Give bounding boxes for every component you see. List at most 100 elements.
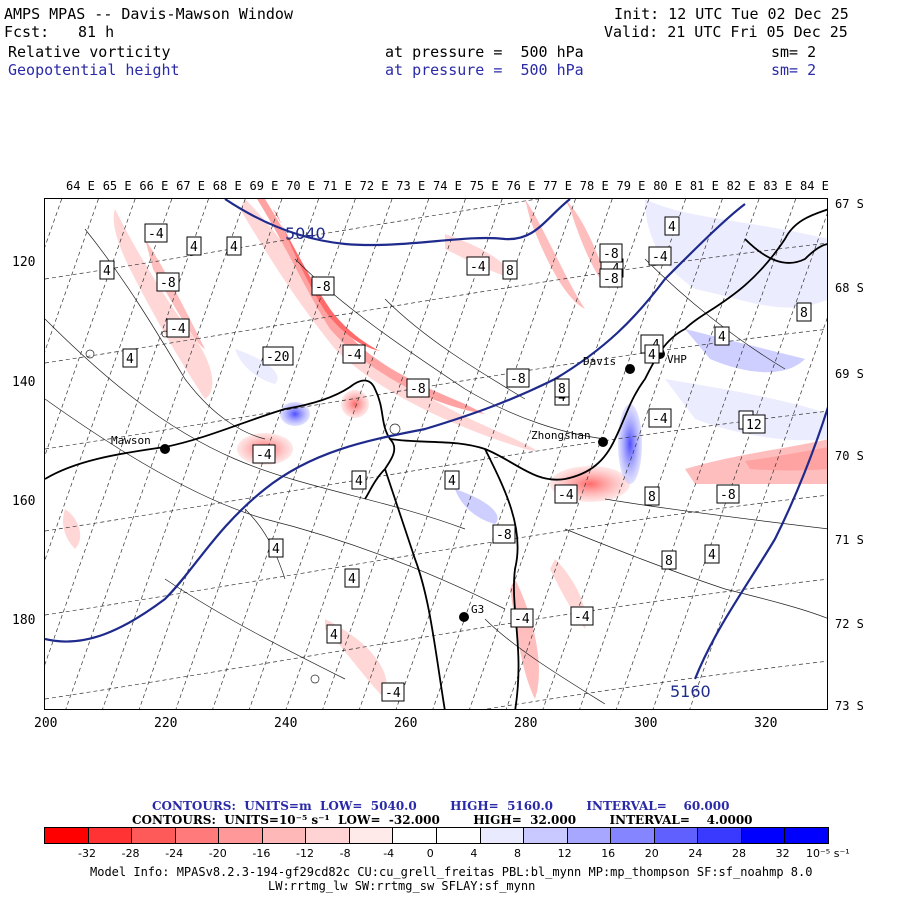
vorticity-label-box [664, 216, 680, 236]
vorticity-label: 4 [330, 628, 338, 643]
vorticity-label: -4 [558, 488, 574, 503]
latitude-label: 72 S [835, 617, 864, 631]
field2-name: Geopotential height [8, 61, 180, 79]
colorbar-cell [305, 827, 350, 844]
colorbar-cell [261, 827, 307, 844]
vorticity-label: -8 [603, 272, 619, 287]
init-time: Init: 12 UTC Tue 02 Dec 25 [614, 5, 849, 23]
colorbar-tick-label: 24 [688, 847, 703, 860]
station-marker [459, 612, 469, 622]
vorticity-label: 4 [355, 474, 363, 489]
parallel-line [45, 199, 540, 280]
colorbar-cell [348, 827, 394, 844]
vorticity-label: -8 [410, 382, 426, 397]
vorticity-label-box [554, 378, 570, 398]
colorbar-cell [174, 827, 220, 844]
vorticity-label: -20 [266, 350, 289, 365]
vorticity-label-box [342, 344, 366, 364]
vorticity-label-box [599, 268, 623, 288]
colorbar-cell [87, 827, 133, 844]
geopotential-height-contours [45, 199, 827, 680]
vorticity-label: 4 [708, 548, 716, 563]
vorticity-label-box [506, 368, 530, 388]
station-markers: Mawson Davis VHP Zhongshan G3 [111, 349, 687, 622]
latitude-label: 69 S [835, 367, 864, 381]
vorticity-label-box [186, 236, 202, 256]
vorticity-label: -8 [510, 372, 526, 387]
vorticity-label-box [166, 318, 190, 338]
colorbar-cell [479, 827, 525, 844]
model-info-physics: LW:rrtmg_lw SW:rrtmg_sw SFLAY:sf_mynn [268, 879, 536, 893]
colorbar-tick-label: 4 [470, 847, 478, 860]
vorticity-label: -4 [170, 322, 186, 337]
colorbar-cell [566, 827, 612, 844]
meridian-line [395, 199, 576, 709]
station-marker [160, 444, 170, 454]
meridian-line [65, 199, 246, 709]
longitude-label: 81 E [689, 179, 719, 193]
parallel-line [45, 242, 827, 364]
vorticity-label-box [99, 260, 115, 280]
vorticity-label: -4 [652, 412, 668, 427]
height-contour-info: CONTOURS: UNITS=m LOW= 5040.0 HIGH= 5160… [152, 799, 730, 813]
vorticity-label-box [570, 606, 594, 626]
colorbar-cell [392, 827, 437, 844]
grid-y-label: 180 [12, 613, 36, 628]
vorticity-label: -8 [720, 488, 736, 503]
vorticity-label: 4 [648, 348, 656, 363]
model-info: Model Info: MPASv8.2.3-194-gf29cd82c CU:… [90, 865, 813, 879]
grid-x-label: 260 [394, 716, 418, 731]
vorticity-label: 8 [800, 306, 808, 321]
vorticity-label-box [661, 550, 677, 570]
vorticity-label: -4 [148, 227, 164, 242]
vorticity-label: 4 [230, 240, 238, 255]
colorbar-tick-label: 0 [426, 847, 434, 860]
colorbar-tick-label: -28 [121, 847, 140, 860]
vorticity-label: 4 [668, 220, 676, 235]
vorticity-label-box [644, 344, 660, 364]
lat-lon-grid [45, 199, 827, 709]
meridian-line [45, 199, 99, 352]
parallel-line [45, 328, 827, 450]
meridian-line [45, 199, 63, 248]
parallel-line [45, 578, 827, 700]
vorticity-label-box [311, 276, 335, 296]
station-label: VHP [667, 353, 687, 366]
vorticity-label-box [444, 470, 460, 490]
longitude-label: 70 E [286, 179, 316, 193]
parallel-line [45, 494, 827, 616]
station-label: Zhongshan [531, 429, 591, 442]
colorbar-cell [740, 827, 786, 844]
colorbar-cell [131, 827, 176, 844]
vorticity-label-box [716, 484, 740, 504]
station-marker [625, 364, 635, 374]
longitude-label: 73 E [396, 179, 426, 193]
height-label: 5040 [285, 224, 326, 243]
colorbar-tick-label: 12 [557, 847, 572, 860]
vorticity-label-box [742, 414, 766, 434]
longitude-label: 64 E [66, 179, 95, 193]
vorticity-label-box [262, 346, 294, 366]
vorticity-label: -4 [514, 612, 530, 627]
colorbar-cell [436, 827, 481, 844]
field1-name: Relative vorticity [8, 43, 171, 61]
vorticity-label: 8 [506, 264, 514, 279]
vorticity-label-box [466, 256, 490, 276]
longitude-label: 77 E [543, 179, 572, 193]
longitude-label: 80 E [653, 179, 683, 193]
vorticity-label-box [714, 326, 730, 346]
page-title: AMPS MPAS -- Davis-Mawson Window [4, 5, 293, 23]
vorticity-label-box [156, 272, 180, 292]
longitude-label: 74 E [433, 179, 462, 193]
field1-level: at pressure = 500 hPa [385, 43, 584, 61]
latitude-label: 73 S [835, 699, 864, 713]
vorticity-label: 4 [190, 240, 198, 255]
station-label: Davis [583, 355, 616, 368]
longitude-label: 78 E [579, 179, 609, 193]
map-panel: Mawson Davis VHP Zhongshan G3 -4 4 4 4 -8 -4 4 -20-… [44, 198, 828, 710]
grid-y-label: 120 [12, 255, 36, 270]
colorbar-tick-label: -16 [252, 847, 271, 860]
vorticity-label-box [381, 682, 405, 702]
colorbar-cell [610, 827, 655, 844]
longitude-label: 67 E [176, 179, 205, 193]
